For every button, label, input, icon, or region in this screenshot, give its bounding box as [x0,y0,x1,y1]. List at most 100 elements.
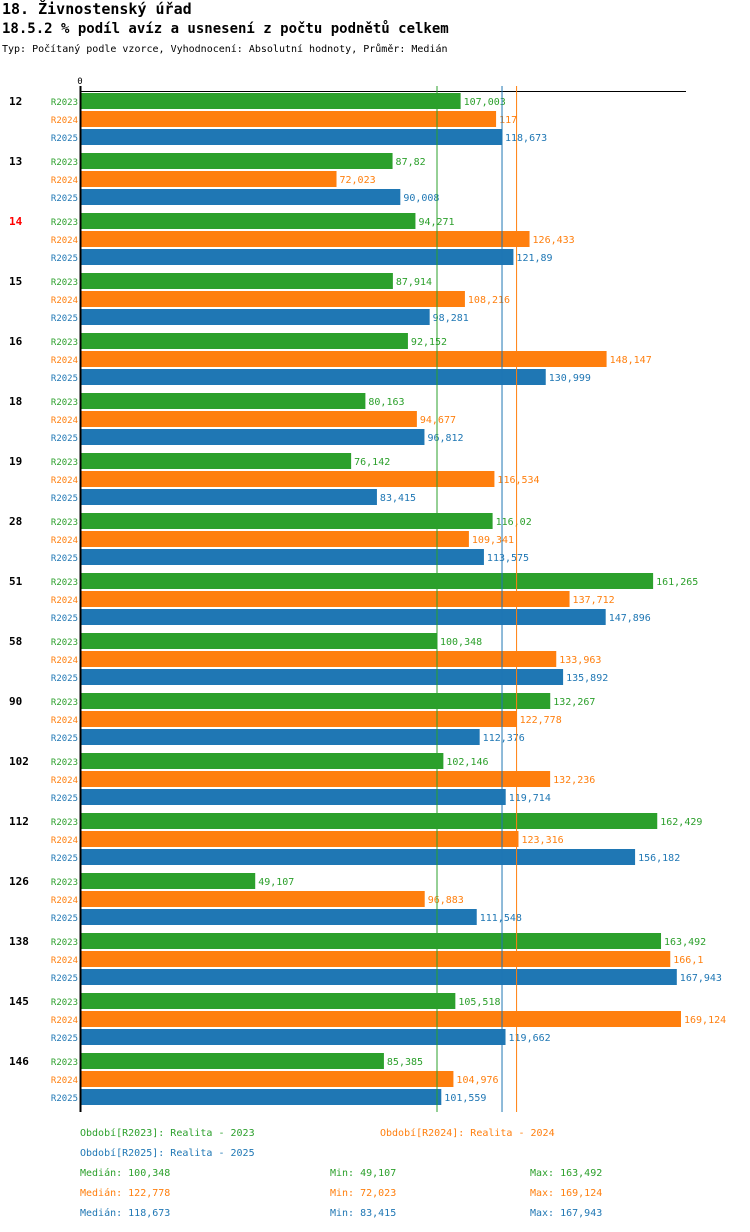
series-label: R2023 [51,458,78,468]
data-label: 105,518 [458,997,500,1008]
legend-max-r2025: Max: 167,943 [530,1208,603,1219]
category-label: 18 [9,395,22,408]
data-label: 118,673 [505,133,547,144]
bar-r2023 [81,873,256,889]
bar-r2024 [81,651,557,667]
bar-r2023 [81,333,408,349]
data-label: 100,348 [440,637,482,648]
bar-r2024 [81,831,519,847]
series-label: R2024 [51,596,78,606]
series-label: R2023 [51,638,78,648]
data-label: 147,896 [609,613,651,624]
bar-r2024 [81,531,469,547]
bar-r2023 [81,213,416,229]
category-label: 146 [9,1055,29,1068]
bar-r2024 [81,111,497,127]
series-label: R2025 [51,254,78,264]
series-label: R2025 [51,1094,78,1104]
data-label: 76,142 [354,457,390,468]
bar-r2024 [81,1071,454,1087]
series-label: R2024 [51,1016,78,1026]
bar-r2025 [81,1089,442,1105]
category-label: 58 [9,635,22,648]
data-label: 119,714 [509,793,551,804]
chart-description: Typ: Počítaný podle vzorce, Vyhodnocení:… [2,44,448,55]
data-label: 107,003 [464,97,506,108]
data-label: 83,415 [380,493,416,504]
category-label: 138 [9,935,29,948]
data-label: 98,281 [433,313,469,324]
bar-r2025 [81,429,425,445]
legend-period-r2023: Období[R2023]: Realita - 2023 [80,1128,255,1139]
series-label: R2025 [51,734,78,744]
legend-median-r2025: Medián: 118,673 [80,1208,171,1219]
data-label: 169,124 [684,1015,726,1026]
series-label: R2025 [51,1034,78,1044]
data-label: 123,316 [521,835,563,846]
data-label: 72,023 [340,175,376,186]
data-label: 108,216 [468,295,510,306]
series-label: R2024 [51,836,78,846]
bar-r2024 [81,351,607,367]
data-label: 148,147 [610,355,652,366]
series-label: R2025 [51,554,78,564]
bar-r2023 [81,153,393,169]
category-label: 90 [9,695,22,708]
data-label: 80,163 [368,397,404,408]
data-label: 109,341 [472,535,514,546]
series-label: R2024 [51,776,78,786]
series-label: R2025 [51,194,78,204]
bar-r2024 [81,411,417,427]
bar-r2025 [81,849,636,865]
bar-r2024 [81,471,495,487]
bar-r2025 [81,549,484,565]
series-label: R2024 [51,656,78,666]
bar-r2023 [81,93,461,109]
legend-median-r2024: Medián: 122,778 [80,1188,171,1199]
series-label: R2025 [51,314,78,324]
series-label: R2023 [51,518,78,528]
data-label: 132,267 [553,697,595,708]
data-label: 166,1 [673,955,703,966]
series-label: R2025 [51,374,78,384]
series-label: R2024 [51,416,78,426]
data-label: 113,575 [487,553,529,564]
data-label: 121,89 [516,253,552,264]
data-label: 102,146 [446,757,488,768]
series-label: R2023 [51,878,78,888]
bar-r2024 [81,171,337,187]
bar-r2024 [81,231,530,247]
legend-min-r2025: Min: 83,415 [330,1208,397,1219]
page-title: 18. Živnostenský úřad [2,0,192,18]
series-label: R2023 [51,998,78,1008]
category-label: 12 [9,95,22,108]
data-label: 135,892 [566,673,608,684]
series-label: R2025 [51,854,78,864]
bar-r2025 [81,909,477,925]
series-label: R2023 [51,218,78,228]
series-label: R2023 [51,98,78,108]
legend-max-r2023: Max: 163,492 [530,1168,603,1179]
data-label: 87,82 [396,157,426,168]
bar-r2023 [81,753,444,769]
bar-r2025 [81,189,401,205]
data-label: 94,677 [420,415,456,426]
data-label: 126,433 [533,235,575,246]
data-label: 87,914 [396,277,432,288]
legend-period-r2024: Období[R2024]: Realita - 2024 [380,1128,555,1139]
data-label: 133,963 [559,655,601,666]
series-label: R2025 [51,674,78,684]
data-label: 96,883 [428,895,464,906]
bar-r2024 [81,711,517,727]
series-label: R2023 [51,818,78,828]
legend-min-r2023: Min: 49,107 [330,1168,397,1179]
series-label: R2024 [51,536,78,546]
legend-median-r2023: Medián: 100,348 [80,1168,171,1179]
series-label: R2024 [51,1076,78,1086]
bar-r2025 [81,789,506,805]
bar-r2024 [81,771,551,787]
bar-r2025 [81,729,480,745]
series-label: R2025 [51,434,78,444]
bar-r2025 [81,369,546,385]
series-label: R2023 [51,278,78,288]
